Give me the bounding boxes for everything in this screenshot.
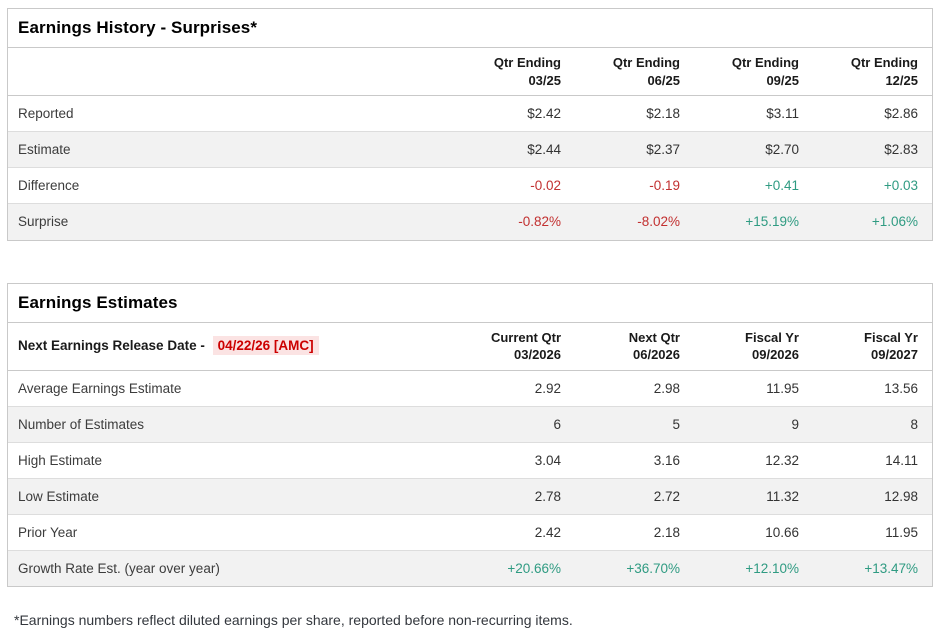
cell-value: 5 <box>575 406 694 443</box>
table-row-low-estimate: Low Estimate 2.78 2.72 11.32 12.98 <box>8 478 932 515</box>
cell-value: $2.83 <box>813 131 932 169</box>
cell-value: 3.16 <box>575 442 694 479</box>
column-header-q4: Qtr Ending 12/25 <box>813 48 932 97</box>
column-header-line2: 03/2026 <box>514 347 561 363</box>
earnings-history-header-row: Qtr Ending 03/25 Qtr Ending 06/25 Qtr En… <box>8 48 932 97</box>
column-header-line1: Next Qtr <box>628 329 680 345</box>
cell-value: 11.32 <box>694 478 813 515</box>
cell-value: -0.82% <box>456 203 575 240</box>
release-date-label: Next Earnings Release Date - <box>18 338 209 354</box>
column-header-line1: Qtr Ending <box>612 55 680 70</box>
column-header-q2: Qtr Ending 06/25 <box>575 48 694 97</box>
table-row-growth-rate: Growth Rate Est. (year over year) +20.66… <box>8 550 932 587</box>
row-label: High Estimate <box>8 442 456 479</box>
empty-header-cell <box>8 48 456 97</box>
row-label: Prior Year <box>8 514 456 551</box>
cell-value: 2.72 <box>575 478 694 515</box>
cell-value: +15.19% <box>694 203 813 240</box>
cell-value: 12.98 <box>813 478 932 515</box>
column-header-q3: Qtr Ending 09/25 <box>694 48 813 97</box>
cell-value: 9 <box>694 406 813 443</box>
column-header-line1: Fiscal Yr <box>745 329 799 345</box>
cell-value: $2.37 <box>575 131 694 169</box>
footnote: *Earnings numbers reflect diluted earnin… <box>14 612 573 628</box>
column-header-line2: 09/2026 <box>752 347 799 363</box>
cell-value: 2.18 <box>575 514 694 551</box>
column-header-line2: 03/25 <box>528 72 561 88</box>
column-header-line1: Fiscal Yr <box>864 329 918 345</box>
earnings-estimates-title: Earnings Estimates <box>8 284 932 323</box>
earnings-history-table: Qtr Ending 03/25 Qtr Ending 06/25 Qtr En… <box>8 48 932 240</box>
cell-value: 12.32 <box>694 442 813 479</box>
table-row-reported: Reported $2.42 $2.18 $3.11 $2.86 <box>8 95 932 133</box>
column-header-line1: Qtr Ending <box>850 55 918 70</box>
cell-value: 2.78 <box>456 478 575 515</box>
cell-value: +36.70% <box>575 550 694 587</box>
earnings-estimates-header-row: Next Earnings Release Date - 04/22/26 [A… <box>8 322 932 371</box>
cell-value: $3.11 <box>694 95 813 133</box>
earnings-history-card: Earnings History - Surprises* Qtr Ending… <box>7 8 933 241</box>
cell-value: $2.42 <box>456 95 575 133</box>
release-date-badge: 04/22/26 [AMC] <box>212 336 319 356</box>
row-label: Reported <box>8 95 456 133</box>
column-header-line2: 06/2026 <box>633 347 680 363</box>
cell-value: +0.41 <box>694 167 813 205</box>
column-header-line2: 09/2027 <box>871 347 918 363</box>
earnings-estimates-card: Earnings Estimates Next Earnings Release… <box>7 282 933 588</box>
row-label: Low Estimate <box>8 478 456 515</box>
row-label: Average Earnings Estimate <box>8 370 456 407</box>
cell-value: 10.66 <box>694 514 813 551</box>
column-header-line1: Current Qtr <box>490 329 561 345</box>
column-header-line2: 12/25 <box>885 72 918 88</box>
cell-value: 2.92 <box>456 370 575 407</box>
column-header-line2: 06/25 <box>647 72 680 88</box>
cell-value: 11.95 <box>694 370 813 407</box>
cell-value: $2.18 <box>575 95 694 133</box>
cell-value: +0.03 <box>813 167 932 205</box>
cell-value: 8 <box>813 406 932 443</box>
column-header-next-qtr: Next Qtr 06/2026 <box>575 322 694 371</box>
cell-value: 2.42 <box>456 514 575 551</box>
table-row-surprise: Surprise -0.82% -8.02% +15.19% +1.06% <box>8 203 932 240</box>
table-row-average-estimate: Average Earnings Estimate 2.92 2.98 11.9… <box>8 370 932 407</box>
column-header-current-qtr: Current Qtr 03/2026 <box>456 322 575 371</box>
cell-value: +1.06% <box>813 203 932 240</box>
cell-value: +20.66% <box>456 550 575 587</box>
row-label: Surprise <box>8 203 456 240</box>
cell-value: 11.95 <box>813 514 932 551</box>
cell-value: 14.11 <box>813 442 932 479</box>
column-header-fiscal-yr-1: Fiscal Yr 09/2026 <box>694 322 813 371</box>
row-label: Number of Estimates <box>8 406 456 443</box>
cell-value: 6 <box>456 406 575 443</box>
earnings-estimates-table: Next Earnings Release Date - 04/22/26 [A… <box>8 322 932 587</box>
cell-value: 2.98 <box>575 370 694 407</box>
column-header-line1: Qtr Ending <box>731 55 799 70</box>
table-row-difference: Difference -0.02 -0.19 +0.41 +0.03 <box>8 167 932 205</box>
cell-value: $2.44 <box>456 131 575 169</box>
cell-value: 13.56 <box>813 370 932 407</box>
table-row-high-estimate: High Estimate 3.04 3.16 12.32 14.11 <box>8 442 932 479</box>
column-header-line2: 09/25 <box>766 72 799 88</box>
cell-value: $2.70 <box>694 131 813 169</box>
cell-value: +12.10% <box>694 550 813 587</box>
cell-value: -0.02 <box>456 167 575 205</box>
table-row-prior-year: Prior Year 2.42 2.18 10.66 11.95 <box>8 514 932 551</box>
cell-value: -8.02% <box>575 203 694 240</box>
cell-value: -0.19 <box>575 167 694 205</box>
cell-value: 3.04 <box>456 442 575 479</box>
row-label: Estimate <box>8 131 456 169</box>
table-row-number-of-estimates: Number of Estimates 6 5 9 8 <box>8 406 932 443</box>
cell-value: +13.47% <box>813 550 932 587</box>
next-earnings-release: Next Earnings Release Date - 04/22/26 [A… <box>8 322 456 371</box>
column-header-line1: Qtr Ending <box>493 55 561 70</box>
column-header-q1: Qtr Ending 03/25 <box>456 48 575 97</box>
column-header-fiscal-yr-2: Fiscal Yr 09/2027 <box>813 322 932 371</box>
cell-value: $2.86 <box>813 95 932 133</box>
earnings-history-title: Earnings History - Surprises* <box>8 9 932 48</box>
row-label: Growth Rate Est. (year over year) <box>8 550 456 587</box>
row-label: Difference <box>8 167 456 205</box>
table-row-estimate: Estimate $2.44 $2.37 $2.70 $2.83 <box>8 131 932 169</box>
